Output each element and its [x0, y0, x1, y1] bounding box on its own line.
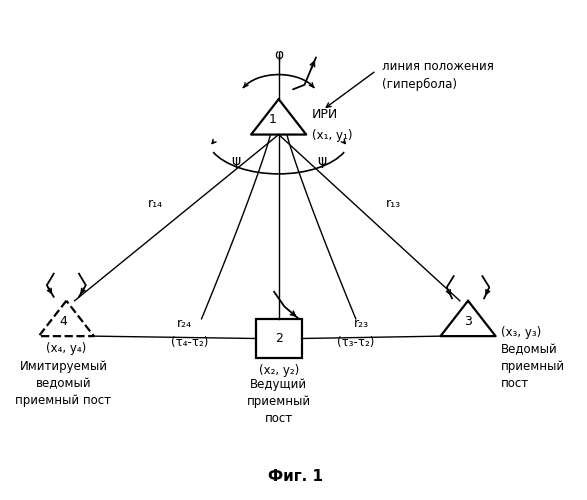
Text: r₂₃: r₂₃ — [355, 318, 369, 330]
Text: Фиг. 1: Фиг. 1 — [268, 468, 323, 483]
Text: r₁₄: r₁₄ — [148, 197, 163, 210]
Text: (x₂, y₂): (x₂, y₂) — [258, 364, 299, 377]
Bar — [256, 319, 302, 358]
Text: линия положения
(гипербола): линия положения (гипербола) — [382, 60, 494, 91]
Text: Ведущий
приемный
пост: Ведущий приемный пост — [247, 378, 311, 425]
Text: Имитируемый
ведомый
приемный пост: Имитируемый ведомый приемный пост — [15, 360, 112, 406]
Text: 4: 4 — [59, 315, 68, 328]
Text: Ведомый
приемный
пост: Ведомый приемный пост — [501, 344, 565, 390]
Text: 3: 3 — [464, 315, 472, 328]
Text: (x₄, y₄): (x₄, y₄) — [46, 342, 86, 355]
Text: r₁₃: r₁₃ — [386, 197, 401, 210]
Text: 1: 1 — [269, 113, 277, 126]
Text: ψ: ψ — [317, 154, 326, 168]
Text: 2: 2 — [275, 332, 282, 345]
Text: (x₃, y₃): (x₃, y₃) — [501, 326, 542, 339]
Text: (x₁, y₁): (x₁, y₁) — [312, 130, 352, 142]
Text: (τ₄-τ₂): (τ₄-τ₂) — [171, 336, 208, 349]
Text: ψ: ψ — [231, 154, 240, 168]
Text: φ: φ — [274, 48, 284, 62]
Text: ИРИ: ИРИ — [312, 108, 338, 122]
Text: (τ₃-τ₂): (τ₃-τ₂) — [338, 336, 375, 349]
Text: r₂₄: r₂₄ — [177, 318, 191, 330]
